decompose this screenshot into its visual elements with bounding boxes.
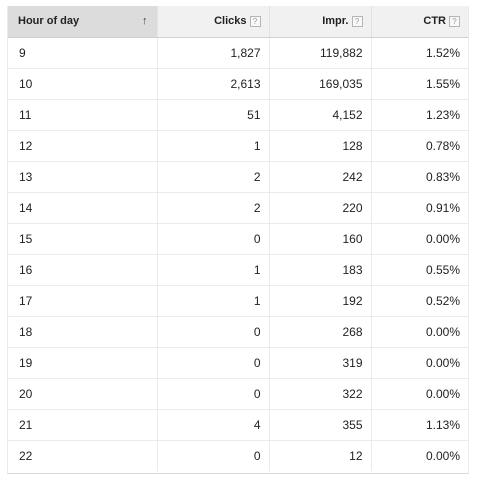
cell-hour: 20	[8, 378, 158, 410]
table-row: 10 2,613 169,035 1.55%	[8, 68, 468, 100]
cell-hour: 19	[8, 347, 158, 379]
cell-ctr: 1.55%	[371, 68, 468, 100]
column-header-clicks[interactable]: Clicks ?	[157, 6, 270, 38]
column-header-label: Clicks	[214, 15, 247, 28]
cell-clicks: 0	[157, 440, 270, 471]
cell-ctr: 0.00%	[425, 448, 460, 463]
cell-clicks: 0	[157, 378, 270, 410]
table-row: 17 1 192 0.52%	[8, 285, 468, 317]
table-row: 21 4 355 1.13%	[8, 409, 468, 441]
table-row: 11 51 4,152 1.23%	[8, 99, 468, 131]
cell-hour: 16	[8, 254, 158, 286]
cell-impressions: 268	[269, 316, 372, 348]
table-row: 18 0 268 0.00%	[8, 316, 468, 348]
help-question-icon[interactable]: ?	[351, 15, 363, 27]
table-row: 12 1 128 0.78%	[8, 130, 468, 162]
table-body: 9 1,827 119,882 1.52% 10 2,613 169,035 1.55% 11 5…	[8, 37, 468, 471]
cell-ctr: 1.52%	[371, 37, 468, 69]
cell-clicks: 2,613	[157, 68, 270, 100]
cell-ctr: 0.78%	[371, 130, 468, 162]
cell-impressions: 169,035	[269, 68, 372, 100]
cell-ctr: 1.13%	[371, 409, 468, 441]
table-row: 22 0 12 0.00%	[8, 440, 468, 471]
cell-clicks: 2	[157, 192, 270, 224]
column-header-label: Hour of day	[18, 15, 80, 28]
cell-ctr: 0.00%	[371, 316, 468, 348]
cell-hour: 10	[8, 68, 158, 100]
cell-ctr: 0.91%	[371, 192, 468, 224]
data-table: Hour of day ↑ Clicks ? Impr. ?	[8, 6, 468, 471]
cell-ctr: 0.00%	[371, 378, 468, 410]
cell-impressions: 119,882	[269, 37, 372, 69]
cell-hour: 12	[8, 130, 158, 162]
cell-clicks: 1	[157, 130, 270, 162]
cell-impressions: 242	[269, 161, 372, 193]
cell-hour: 21	[8, 409, 158, 441]
cell-clicks: 51	[157, 99, 270, 131]
cell-hour: 15	[8, 223, 158, 255]
column-header-ctr[interactable]: CTR ?	[371, 6, 468, 38]
cell-impressions: 220	[269, 192, 372, 224]
cell-ctr: 1.23%	[371, 99, 468, 131]
table-row: 19 0 319 0.00%	[8, 347, 468, 379]
cell-clicks: 1	[157, 254, 270, 286]
cell-hour: 22	[8, 440, 158, 471]
table-row: 16 1 183 0.55%	[8, 254, 468, 286]
table-row: 15 0 160 0.00%	[8, 223, 468, 255]
cell-impressions: 319	[269, 347, 372, 379]
cell-ctr: 0.55%	[371, 254, 468, 286]
cell-clicks: 4	[157, 409, 270, 441]
cell-ctr: 0.00%	[371, 347, 468, 379]
table-row: 14 2 220 0.91%	[8, 192, 468, 224]
cell-impressions: 128	[269, 130, 372, 162]
cell-hour: 11	[8, 99, 158, 131]
table-header: Hour of day ↑ Clicks ? Impr. ?	[8, 6, 468, 38]
help-question-icon[interactable]: ?	[449, 15, 460, 27]
cell-clicks: 2	[157, 161, 270, 193]
column-header-label: Impr.	[322, 15, 349, 28]
sort-ascending-arrow-icon: ↑	[142, 15, 148, 28]
cell-clicks: 1	[157, 285, 270, 317]
cell-impressions: 322	[269, 378, 372, 410]
cell-ctr: 0.52%	[371, 285, 468, 317]
cell-impressions: 160	[269, 223, 372, 255]
cell-ctr: 0.00%	[371, 223, 468, 255]
column-header-hour-of-day[interactable]: Hour of day ↑	[8, 6, 158, 38]
cell-ctr: 0.83%	[371, 161, 468, 193]
table-row: 9 1,827 119,882 1.52%	[8, 37, 468, 69]
cell-hour: 9	[8, 37, 158, 69]
cell-hour: 13	[8, 161, 158, 193]
table-row: 13 2 242 0.83%	[8, 161, 468, 193]
cell-impressions: 12	[269, 440, 372, 471]
cell-hour: 14	[8, 192, 158, 224]
cell-clicks: 1,827	[157, 37, 270, 69]
cell-clicks: 0	[157, 347, 270, 379]
cell-impressions: 192	[269, 285, 372, 317]
cell-hour: 17	[8, 285, 158, 317]
cell-hour: 18	[8, 316, 158, 348]
cell-clicks: 0	[157, 316, 270, 348]
cell-impressions: 183	[269, 254, 372, 286]
help-question-icon[interactable]: ?	[249, 15, 261, 27]
hour-of-day-report-table: Hour of day ↑ Clicks ? Impr. ?	[7, 6, 469, 474]
cell-impressions: 355	[269, 409, 372, 441]
header-row: Hour of day ↑ Clicks ? Impr. ?	[8, 6, 468, 38]
cell-impressions: 4,152	[269, 99, 372, 131]
column-header-label: CTR	[423, 15, 446, 28]
table-row: 20 0 322 0.00%	[8, 378, 468, 410]
cell-clicks: 0	[157, 223, 270, 255]
column-header-impressions[interactable]: Impr. ?	[269, 6, 372, 38]
